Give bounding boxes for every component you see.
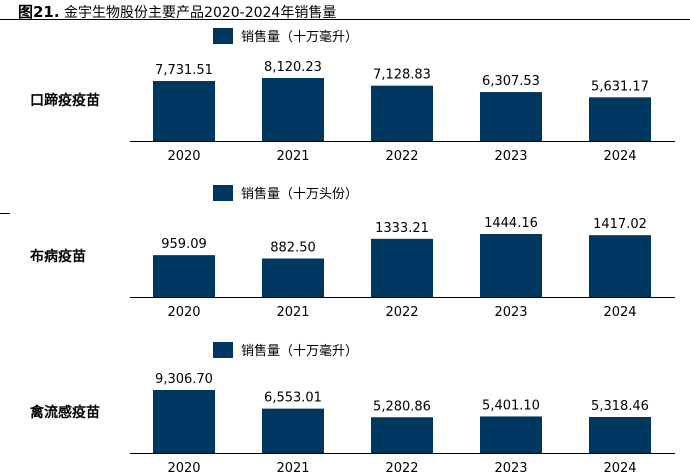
bar [371, 238, 433, 297]
x-tick-label: 2022 [385, 461, 418, 476]
bar [262, 258, 324, 297]
divider-tick [0, 213, 10, 214]
bar [262, 78, 324, 141]
legend-label: 销售量（十万毫升） [241, 29, 358, 45]
data-label: 959.09 [161, 237, 207, 252]
data-label: 5,401.10 [482, 398, 540, 413]
row-label: 口蹄疫疫苗 [30, 92, 100, 109]
bar [480, 92, 542, 141]
legend-label: 销售量（十万毫升） [241, 343, 358, 359]
figure-title: 图21. 金宇生物股份主要产品2020-2024年销售量 [18, 3, 337, 21]
x-tick-label: 2024 [603, 149, 636, 164]
row-label: 布病疫苗 [30, 248, 86, 265]
x-tick-label: 2023 [494, 149, 527, 164]
data-label: 1444.16 [484, 216, 538, 231]
x-tick-label: 2021 [276, 305, 309, 320]
title-rule [0, 19, 690, 20]
data-label: 8,120.23 [264, 60, 322, 75]
legend-label: 销售量（十万头份） [241, 186, 358, 202]
data-label: 882.50 [270, 241, 316, 256]
x-tick-label: 2023 [494, 461, 527, 476]
legend-swatch [213, 185, 233, 201]
x-tick-label: 2021 [276, 149, 309, 164]
x-tick-label: 2021 [276, 461, 309, 476]
bar [589, 97, 651, 141]
x-tick-label: 2020 [167, 149, 200, 164]
bar [371, 417, 433, 453]
data-label: 1417.02 [593, 217, 647, 232]
bar [371, 85, 433, 141]
data-label: 6,553.01 [264, 391, 322, 406]
bar [480, 234, 542, 297]
x-tick-label: 2022 [385, 149, 418, 164]
legend-swatch [213, 28, 233, 44]
data-label: 7,731.51 [155, 63, 213, 78]
x-tick-label: 2020 [167, 461, 200, 476]
data-label: 9,306.70 [155, 372, 213, 387]
data-label: 5,280.86 [373, 399, 431, 414]
x-tick-label: 2024 [603, 305, 636, 320]
legend-swatch [213, 342, 233, 358]
x-tick-label: 2020 [167, 305, 200, 320]
bar [589, 416, 651, 453]
bar [153, 255, 215, 297]
bar [153, 81, 215, 141]
bar [153, 390, 215, 453]
x-tick-label: 2022 [385, 305, 418, 320]
bar [589, 235, 651, 297]
data-label: 1333.21 [375, 221, 429, 236]
data-label: 5,318.46 [591, 399, 649, 414]
bar [480, 416, 542, 453]
data-label: 5,631.17 [591, 79, 649, 94]
data-label: 6,307.53 [482, 74, 540, 89]
bar [262, 408, 324, 453]
x-tick-label: 2024 [603, 461, 636, 476]
data-label: 7,128.83 [373, 68, 431, 83]
row-label: 禽流感疫苗 [29, 404, 100, 421]
x-tick-label: 2023 [494, 305, 527, 320]
